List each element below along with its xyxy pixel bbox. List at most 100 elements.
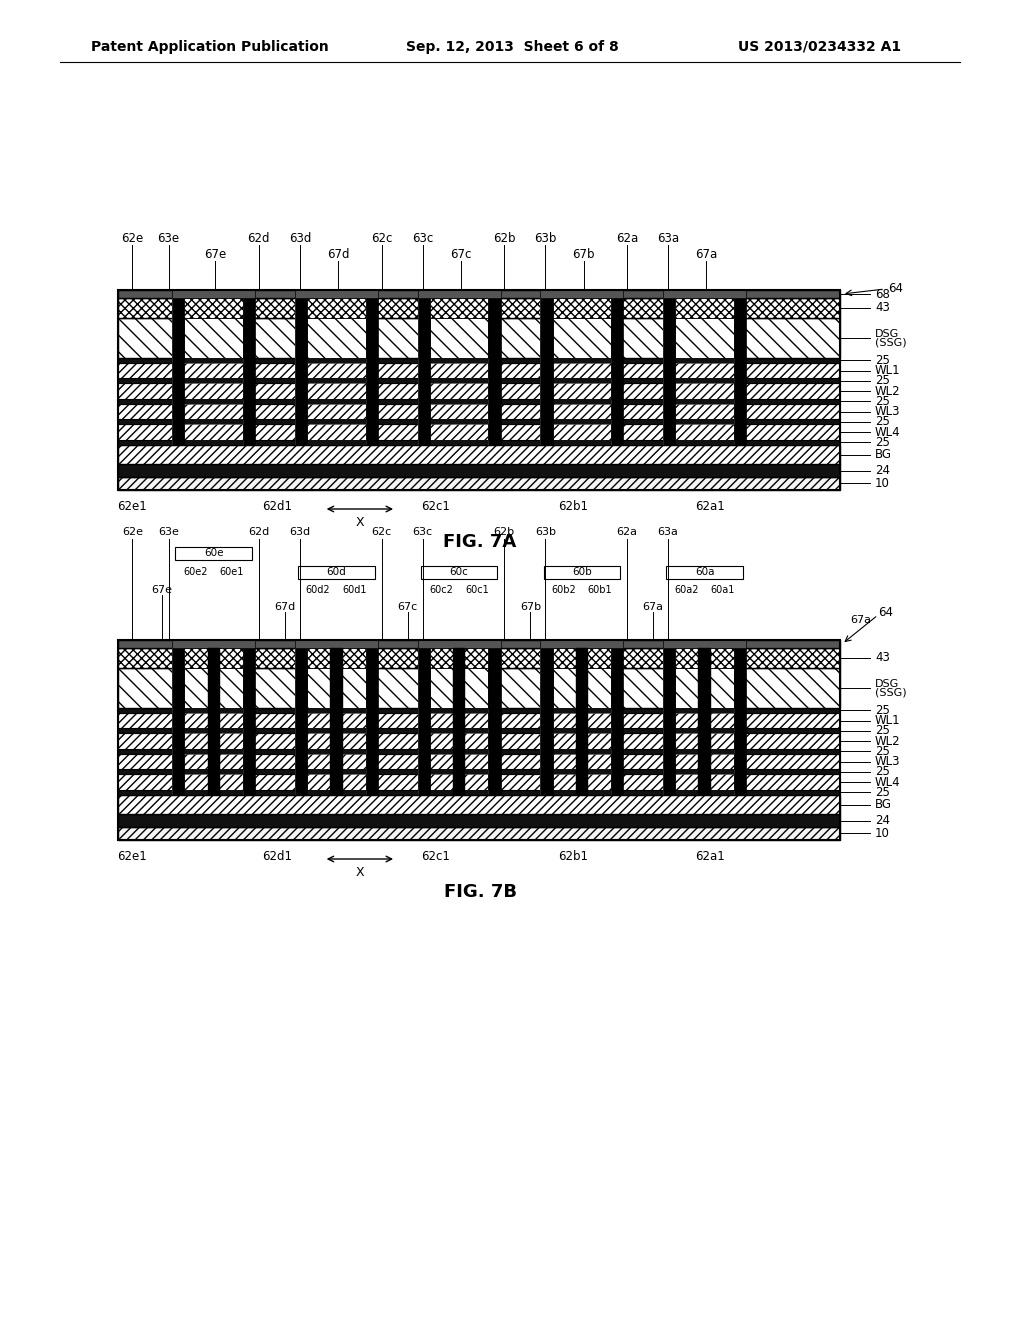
Bar — [664, 290, 746, 298]
Bar — [698, 648, 711, 795]
Text: WL2: WL2 — [874, 734, 901, 747]
Text: 60b: 60b — [572, 568, 592, 577]
Bar — [184, 420, 243, 424]
Bar — [676, 363, 734, 379]
Text: 62c: 62c — [372, 527, 391, 537]
Bar — [184, 748, 243, 754]
Text: US 2013/0234332 A1: US 2013/0234332 A1 — [738, 40, 901, 54]
Text: 60b2: 60b2 — [551, 585, 575, 595]
Bar — [366, 648, 378, 795]
Bar — [676, 775, 734, 789]
Text: 24: 24 — [874, 465, 890, 477]
Bar — [553, 789, 611, 795]
Bar — [307, 379, 366, 383]
Bar — [118, 318, 840, 358]
Text: WL4: WL4 — [874, 776, 901, 788]
Text: 62a1: 62a1 — [695, 850, 725, 862]
Bar — [118, 424, 840, 440]
Bar — [184, 440, 243, 445]
Text: 60b1: 60b1 — [588, 585, 612, 595]
Text: 67c: 67c — [397, 602, 418, 612]
Text: WL1: WL1 — [874, 714, 901, 727]
Bar — [307, 399, 366, 404]
Bar — [676, 748, 734, 754]
Bar — [118, 770, 840, 775]
Bar — [676, 440, 734, 445]
Bar — [676, 379, 734, 383]
Bar — [430, 383, 488, 399]
Bar — [676, 668, 734, 708]
Bar — [307, 424, 366, 440]
Bar — [430, 379, 488, 383]
Bar — [184, 754, 243, 770]
Text: WL3: WL3 — [874, 405, 900, 418]
Text: 62b: 62b — [494, 527, 515, 537]
Bar — [430, 363, 488, 379]
Bar — [184, 648, 243, 668]
Bar — [553, 713, 611, 729]
Text: 60d1: 60d1 — [342, 585, 367, 595]
Bar — [118, 420, 840, 424]
Bar — [676, 424, 734, 440]
Bar — [307, 729, 366, 734]
Bar — [307, 440, 366, 445]
Bar — [553, 754, 611, 770]
Text: 62a1: 62a1 — [695, 499, 725, 512]
Bar — [553, 424, 611, 440]
Bar — [430, 648, 488, 668]
Bar — [430, 748, 488, 754]
Bar — [118, 290, 840, 490]
Bar — [118, 754, 840, 770]
Text: 67e: 67e — [205, 248, 226, 261]
Text: 62e1: 62e1 — [118, 499, 147, 512]
Bar — [418, 298, 501, 445]
Text: 25: 25 — [874, 744, 890, 758]
Text: 60c: 60c — [450, 568, 469, 577]
Bar — [430, 358, 488, 363]
Text: 25: 25 — [874, 375, 890, 387]
Bar — [184, 770, 243, 775]
Bar — [676, 358, 734, 363]
Bar — [307, 770, 366, 775]
Text: 25: 25 — [874, 766, 890, 779]
Bar — [734, 298, 746, 445]
Text: (SSG): (SSG) — [874, 338, 906, 347]
Text: 25: 25 — [874, 725, 890, 738]
Bar — [118, 445, 840, 465]
Bar — [366, 298, 378, 445]
Bar — [430, 729, 488, 734]
Text: 62d1: 62d1 — [262, 850, 292, 862]
Bar — [118, 648, 840, 668]
Text: 62a: 62a — [615, 231, 638, 244]
Bar — [676, 399, 734, 404]
Bar — [307, 775, 366, 789]
Bar — [307, 668, 366, 708]
Text: 68: 68 — [874, 288, 890, 301]
Bar — [184, 734, 243, 748]
Bar — [118, 826, 840, 840]
Bar — [118, 795, 840, 814]
Bar — [553, 734, 611, 748]
Bar — [734, 648, 746, 795]
Text: 43: 43 — [874, 301, 890, 314]
Bar — [553, 363, 611, 379]
Text: 62d1: 62d1 — [262, 499, 292, 512]
Text: 60a1: 60a1 — [711, 585, 735, 595]
Text: 60e: 60e — [204, 548, 223, 558]
Text: 62b1: 62b1 — [558, 850, 588, 862]
Text: 60e2: 60e2 — [183, 568, 208, 577]
Text: 67b: 67b — [572, 248, 595, 261]
Bar — [118, 734, 840, 748]
Bar — [295, 290, 378, 298]
Text: 25: 25 — [874, 436, 890, 449]
Bar — [418, 648, 430, 795]
Text: 63b: 63b — [535, 231, 557, 244]
Bar — [418, 298, 430, 445]
Bar — [664, 648, 746, 795]
Bar — [295, 648, 378, 795]
Text: WL4: WL4 — [874, 425, 901, 438]
Bar — [553, 404, 611, 420]
Bar — [676, 298, 734, 318]
Bar — [331, 648, 343, 795]
Bar — [676, 770, 734, 775]
